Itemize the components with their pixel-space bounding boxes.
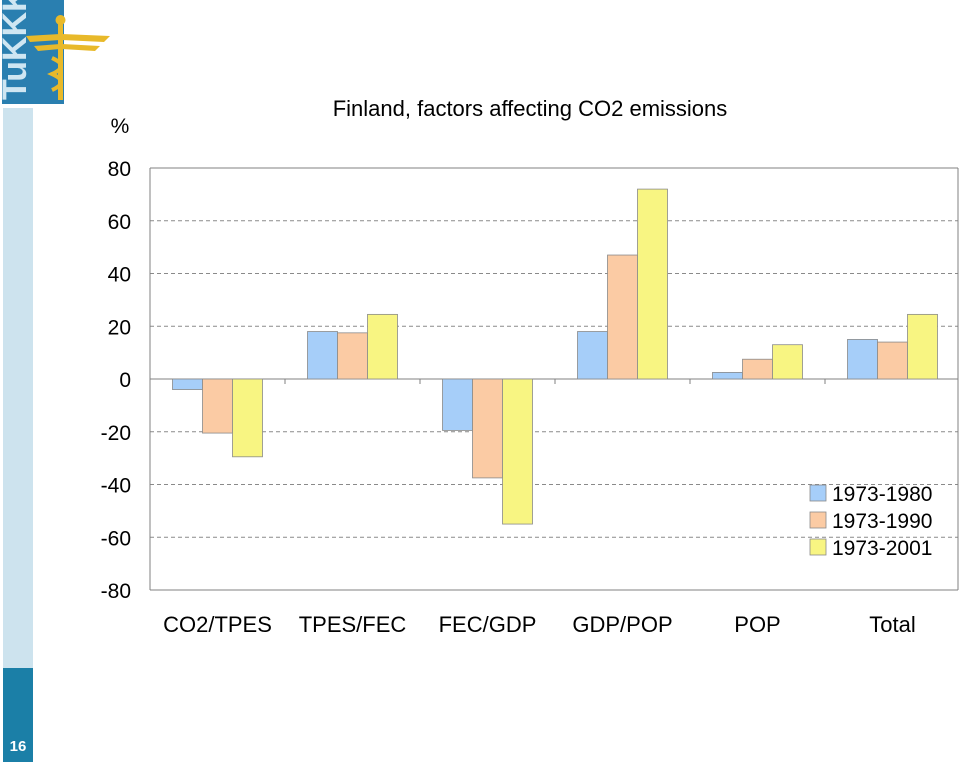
y-tick-label: -20 xyxy=(101,422,131,445)
legend-label: 1973-1980 xyxy=(832,483,932,506)
y-tick-label: -40 xyxy=(101,475,131,498)
page-number: 16 xyxy=(9,738,27,755)
bar-fec-gdp-1973-1980 xyxy=(442,378,473,431)
logo-background xyxy=(2,0,64,104)
bar-total-1973-1990 xyxy=(877,341,908,380)
caduceus-icon xyxy=(26,15,110,100)
bar-gdp-pop-1973-1990 xyxy=(607,254,638,380)
bar-co2-tpes-1973-2001 xyxy=(232,378,263,458)
bar-tpes-fec-1973-1980 xyxy=(307,331,338,380)
bar-fec-gdp-1973-1990 xyxy=(472,378,503,479)
axes xyxy=(149,167,959,591)
y-tick-label: 40 xyxy=(108,264,131,287)
y-axis-unit-label: % xyxy=(111,115,130,138)
y-tick-label: 80 xyxy=(108,158,131,181)
bar-tpes-fec-1973-2001 xyxy=(367,313,398,380)
y-tick-labels: 80 60 40 20 0 -20 -40 -60 -80 xyxy=(101,158,131,603)
bar-pop-1973-1990 xyxy=(742,358,773,380)
bar-pop-1973-1980 xyxy=(712,372,743,380)
y-tick-label: 20 xyxy=(108,316,131,339)
bars xyxy=(172,188,938,525)
category-label: GDP/POP xyxy=(572,612,672,637)
logo-text: TuKKK xyxy=(0,0,34,100)
bar-gdp-pop-1973-2001 xyxy=(637,188,668,380)
legend: 1973-1980 1973-1990 1973-2001 xyxy=(809,483,932,560)
gridlines xyxy=(150,167,958,538)
bar-tpes-fec-1973-1990 xyxy=(337,332,368,380)
sidebar-decoration-light xyxy=(3,108,33,668)
bar-total-1973-1980 xyxy=(847,339,878,380)
university-logo: TuKKK xyxy=(0,0,110,104)
sidebar-decoration-dark xyxy=(3,668,33,762)
chart-title: Finland, factors affecting CO2 emissions xyxy=(333,96,728,121)
category-label: Total xyxy=(869,612,915,637)
bar-co2-tpes-1973-1980 xyxy=(172,378,203,390)
category-label: TPES/FEC xyxy=(299,612,407,637)
bar-pop-1973-2001 xyxy=(772,344,803,380)
bar-co2-tpes-1973-1990 xyxy=(202,378,233,434)
category-labels: CO2/TPES TPES/FEC FEC/GDP GDP/POP POP Total xyxy=(163,612,916,637)
category-label: CO2/TPES xyxy=(163,612,272,637)
y-tick-label: 60 xyxy=(108,211,131,234)
legend-label: 1973-2001 xyxy=(832,537,932,560)
bar-gdp-pop-1973-1980 xyxy=(577,331,608,380)
y-tick-label: 0 xyxy=(119,369,131,392)
legend-swatch xyxy=(809,538,827,556)
y-tick-label: -60 xyxy=(101,527,131,550)
category-label: POP xyxy=(734,612,780,637)
legend-swatch xyxy=(809,511,827,529)
bar-fec-gdp-1973-2001 xyxy=(502,378,533,525)
category-label: FEC/GDP xyxy=(439,612,537,637)
legend-swatch xyxy=(809,484,827,502)
legend-label: 1973-1990 xyxy=(832,510,932,533)
bar-total-1973-2001 xyxy=(907,313,938,380)
y-tick-label: -80 xyxy=(101,580,131,603)
